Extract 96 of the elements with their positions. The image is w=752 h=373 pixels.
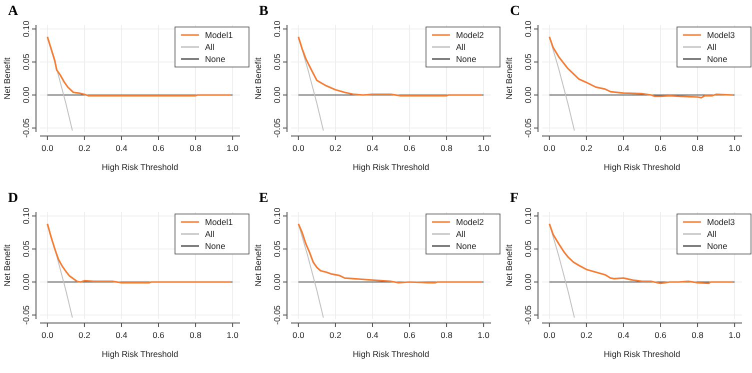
- y-tick-label: 0.05: [21, 240, 31, 258]
- chart-title: A: [8, 4, 19, 19]
- chart-title: D: [8, 191, 18, 206]
- legend-label: All: [456, 42, 466, 52]
- legend-label: Model1: [205, 30, 234, 40]
- legend-label: Model1: [205, 217, 234, 227]
- y-tick-label: -0.05: [21, 118, 31, 138]
- y-tick-label: 0.05: [272, 53, 282, 70]
- chart-title: E: [259, 191, 268, 206]
- x-tick-label: 0.0: [41, 330, 54, 340]
- x-tick-label: 0.6: [404, 143, 416, 153]
- x-axis-title: High Risk Threshold: [352, 349, 430, 359]
- legend-label: None: [707, 241, 728, 251]
- x-axis-title: High Risk Threshold: [102, 162, 178, 172]
- y-tick-label: 0.10: [272, 207, 282, 224]
- y-tick-label: 0.00: [272, 86, 282, 104]
- y-tick-label: 0.10: [272, 20, 282, 38]
- x-tick-label: 0.0: [292, 330, 305, 340]
- y-tick-label: 0.00: [272, 273, 282, 290]
- x-tick-label: 0.2: [78, 330, 91, 340]
- x-tick-label: 0.6: [152, 143, 165, 153]
- y-tick-label: -0.05: [523, 305, 533, 325]
- y-axis-title: Net Benefit: [253, 56, 263, 100]
- y-axis-title: Net Benefit: [504, 56, 514, 100]
- x-tick-label: 0.0: [543, 143, 556, 153]
- legend-label: None: [456, 241, 477, 251]
- legend-label: All: [456, 229, 466, 239]
- x-tick-label: 0.6: [654, 143, 667, 153]
- y-axis-title: Net Benefit: [253, 244, 263, 287]
- y-tick-label: 0.10: [523, 20, 533, 38]
- y-tick-label: -0.05: [272, 118, 282, 138]
- x-tick-label: 0.6: [152, 330, 165, 340]
- chart-title: B: [259, 4, 268, 19]
- x-tick-label: 0.4: [618, 143, 630, 153]
- y-tick-label: 0.00: [523, 86, 533, 104]
- x-tick-label: 0.2: [330, 143, 342, 153]
- x-tick-label: 0.8: [440, 330, 453, 340]
- x-tick-label: 0.4: [618, 330, 630, 340]
- y-axis-title: Net Benefit: [2, 244, 12, 287]
- x-tick-label: 0.8: [440, 143, 453, 153]
- x-tick-label: 0.8: [692, 143, 704, 153]
- x-tick-label: 0.4: [116, 143, 128, 153]
- legend-label: Model3: [707, 217, 736, 227]
- legend-label: All: [707, 42, 717, 52]
- x-tick-label: 0.8: [190, 330, 202, 340]
- x-tick-label: 0.2: [78, 143, 91, 153]
- y-tick-label: -0.05: [21, 305, 31, 325]
- y-tick-label: 0.00: [21, 86, 31, 104]
- y-axis-title: Net Benefit: [504, 244, 514, 287]
- x-tick-label: 0.8: [692, 330, 704, 340]
- legend-label: All: [205, 229, 215, 239]
- y-tick-label: 0.10: [21, 20, 31, 38]
- chart-title: C: [510, 4, 520, 19]
- x-tick-label: 0.4: [366, 330, 379, 340]
- x-tick-label: 0.0: [41, 143, 54, 153]
- x-tick-label: 1.0: [226, 330, 239, 340]
- legend-label: None: [456, 54, 477, 64]
- legend-label: None: [707, 54, 728, 64]
- x-tick-label: 0.0: [543, 330, 556, 340]
- legend-label: All: [707, 229, 717, 239]
- y-tick-label: 0.05: [523, 240, 533, 258]
- y-tick-label: 0.05: [21, 53, 31, 70]
- y-tick-label: 0.10: [523, 207, 533, 224]
- x-tick-label: 0.2: [580, 143, 593, 153]
- y-tick-label: 0.05: [272, 240, 282, 258]
- x-tick-label: 0.4: [116, 330, 128, 340]
- legend-label: None: [205, 54, 226, 64]
- x-tick-label: 0.6: [654, 330, 667, 340]
- x-tick-label: 1.0: [478, 143, 490, 153]
- y-tick-label: 0.10: [21, 207, 31, 224]
- legend-label: All: [205, 42, 215, 52]
- legend-label: None: [205, 241, 226, 251]
- x-axis-title: High Risk Threshold: [604, 349, 680, 359]
- legend-label: Model3: [707, 30, 736, 40]
- legend-label: Model2: [456, 30, 484, 40]
- y-tick-label: 0.05: [523, 53, 533, 70]
- y-tick-label: -0.05: [523, 118, 533, 138]
- x-tick-label: 1.0: [226, 143, 239, 153]
- x-tick-label: 1.0: [478, 330, 490, 340]
- y-axis-title: Net Benefit: [2, 56, 12, 100]
- x-tick-label: 0.2: [330, 330, 342, 340]
- y-tick-label: 0.00: [21, 273, 31, 290]
- x-tick-label: 0.2: [580, 330, 593, 340]
- x-tick-label: 1.0: [728, 143, 741, 153]
- x-tick-label: 1.0: [728, 330, 741, 340]
- x-tick-label: 0.4: [366, 143, 379, 153]
- chart-title: F: [510, 191, 519, 206]
- y-tick-label: 0.00: [523, 273, 533, 290]
- x-tick-label: 0.0: [292, 143, 305, 153]
- x-axis-title: High Risk Threshold: [352, 162, 430, 172]
- y-tick-label: -0.05: [272, 305, 282, 325]
- legend-label: Model2: [456, 217, 484, 227]
- x-axis-title: High Risk Threshold: [102, 349, 178, 359]
- x-tick-label: 0.6: [404, 330, 416, 340]
- x-axis-title: High Risk Threshold: [604, 162, 680, 172]
- x-tick-label: 0.8: [190, 143, 202, 153]
